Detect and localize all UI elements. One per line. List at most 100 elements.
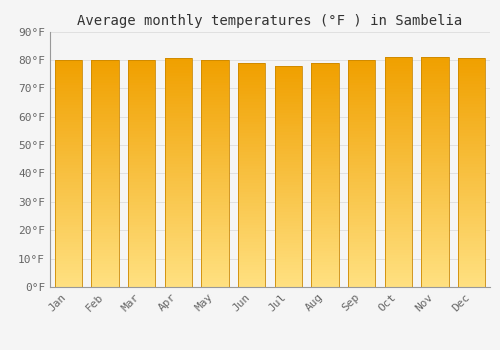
Bar	[384, 218, 412, 221]
Bar	[311, 116, 339, 119]
Bar	[311, 259, 339, 262]
Bar	[458, 256, 485, 258]
Bar	[458, 233, 485, 236]
Bar	[128, 125, 156, 128]
Bar	[54, 139, 82, 142]
Bar	[238, 124, 266, 127]
Bar	[384, 66, 412, 69]
Bar	[238, 65, 266, 68]
Bar	[128, 114, 156, 117]
Bar	[91, 267, 119, 270]
Bar	[238, 99, 266, 102]
Bar	[54, 125, 82, 128]
Bar	[54, 264, 82, 267]
Bar	[91, 219, 119, 222]
Bar	[54, 219, 82, 222]
Bar	[311, 130, 339, 133]
Bar	[238, 228, 266, 231]
Bar	[91, 253, 119, 256]
Bar	[311, 276, 339, 279]
Bar	[164, 207, 192, 210]
Bar	[458, 144, 485, 147]
Bar	[458, 187, 485, 190]
Bar	[164, 216, 192, 218]
Bar	[274, 273, 302, 276]
Bar	[54, 261, 82, 264]
Bar	[201, 253, 229, 256]
Bar	[201, 205, 229, 208]
Bar	[311, 181, 339, 183]
Bar	[128, 156, 156, 159]
Title: Average monthly temperatures (°F ) in Sambelia: Average monthly temperatures (°F ) in Sa…	[78, 14, 462, 28]
Bar	[348, 94, 376, 97]
Bar	[421, 278, 448, 281]
Bar	[348, 193, 376, 196]
Bar	[91, 103, 119, 105]
Bar	[311, 203, 339, 206]
Bar	[238, 96, 266, 99]
Bar	[164, 176, 192, 178]
Bar	[54, 108, 82, 111]
Bar	[164, 78, 192, 81]
Bar	[421, 212, 448, 215]
Bar	[238, 265, 266, 267]
Bar	[274, 154, 302, 157]
Bar	[274, 118, 302, 121]
Bar	[458, 204, 485, 207]
Bar	[128, 103, 156, 105]
Bar	[458, 156, 485, 159]
Bar	[274, 184, 302, 187]
Bar	[238, 93, 266, 96]
Bar	[238, 203, 266, 206]
Bar	[238, 192, 266, 195]
Bar	[384, 278, 412, 281]
Bar	[201, 247, 229, 250]
Bar	[201, 273, 229, 276]
Bar	[274, 193, 302, 196]
Bar	[384, 175, 412, 178]
Bar	[348, 162, 376, 165]
Bar	[384, 244, 412, 247]
Bar	[274, 157, 302, 160]
Bar	[164, 253, 192, 256]
Bar	[348, 100, 376, 103]
Bar	[201, 91, 229, 94]
Bar	[458, 135, 485, 139]
Bar	[201, 261, 229, 264]
Bar	[54, 179, 82, 182]
Bar	[128, 219, 156, 222]
Bar	[421, 83, 448, 86]
Bar	[128, 188, 156, 190]
Bar	[458, 118, 485, 121]
Bar	[384, 235, 412, 238]
Bar	[458, 164, 485, 167]
Bar	[91, 142, 119, 145]
Bar	[384, 123, 412, 126]
Bar	[164, 141, 192, 144]
Bar	[164, 76, 192, 78]
Bar	[201, 74, 229, 77]
Bar	[311, 214, 339, 217]
Bar	[238, 273, 266, 276]
Bar	[201, 190, 229, 193]
Bar	[91, 270, 119, 273]
Bar	[458, 73, 485, 76]
Bar	[164, 178, 192, 181]
Bar	[164, 241, 192, 244]
Bar	[238, 189, 266, 192]
Bar	[348, 60, 376, 63]
Bar	[421, 215, 448, 218]
Bar	[54, 111, 82, 114]
Bar	[384, 60, 412, 63]
Bar	[54, 154, 82, 156]
Bar	[128, 91, 156, 94]
Bar	[201, 103, 229, 105]
Bar	[274, 212, 302, 215]
Bar	[311, 150, 339, 153]
Bar	[458, 273, 485, 275]
Bar	[458, 93, 485, 96]
Bar	[238, 209, 266, 211]
Bar	[274, 160, 302, 162]
Bar	[91, 182, 119, 185]
Bar	[421, 106, 448, 109]
